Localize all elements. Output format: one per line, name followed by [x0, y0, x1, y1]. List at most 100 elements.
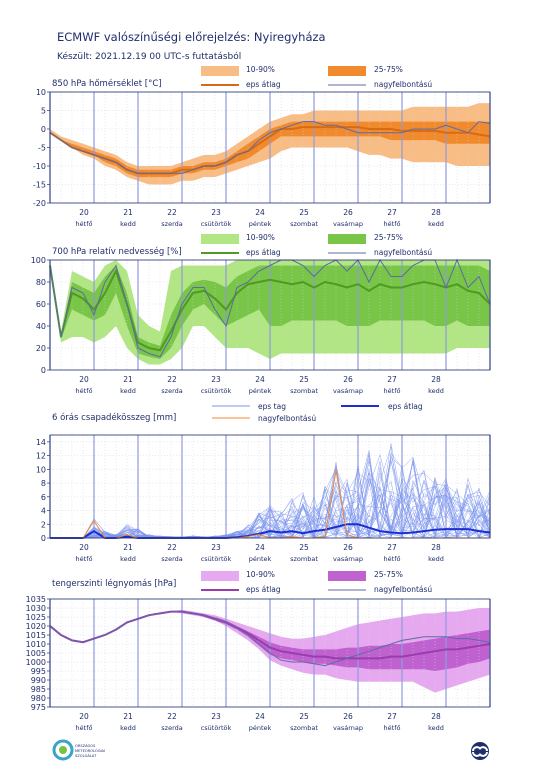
y-tick-label: 990	[31, 676, 46, 685]
y-tick-label: 1010	[26, 640, 46, 649]
y-tick-label: 12	[36, 452, 46, 461]
met-service-logo: ORSZÁGOS METEOROLÓGIAI SZOLGÁLAT	[52, 739, 105, 761]
legend-label-outer: 10-90%	[246, 65, 275, 74]
legend-label-mean: eps átlag	[246, 585, 281, 594]
band-25-75	[50, 121, 490, 178]
day-name-label: csütörtök	[201, 555, 232, 563]
day-number-label: 28	[431, 712, 441, 721]
day-name-label: szombat	[290, 724, 318, 732]
legend-label-members: eps tag	[258, 402, 286, 411]
day-number-label: 28	[431, 208, 441, 217]
day-number-label: 22	[167, 375, 177, 384]
day-number-label: 24	[255, 712, 265, 721]
day-number-label: 26	[343, 543, 353, 552]
day-name-label: kedd	[428, 724, 444, 732]
day-name-label: hétfő	[384, 219, 401, 228]
eps-member-line	[50, 466, 491, 539]
page-subtitle: Készült: 2021.12.19 00 UTC-s futtatásból	[57, 52, 242, 62]
day-number-label: 22	[167, 712, 177, 721]
day-number-label: 23	[211, 712, 221, 721]
y-tick-label: 0	[41, 366, 46, 375]
y-tick-label: 8	[41, 479, 46, 488]
plot-frame	[49, 91, 491, 204]
y-tick-label: 1030	[26, 604, 46, 613]
y-tick-label: -10	[33, 162, 46, 171]
y-tick-label: 1035	[26, 595, 46, 604]
day-name-label: vasárnap	[333, 555, 363, 563]
day-name-label: péntek	[249, 387, 272, 395]
plot-frame	[49, 598, 491, 708]
legend-label-inner: 25-75%	[374, 570, 403, 579]
y-tick-label: 0	[41, 534, 46, 543]
y-tick-label: 20	[36, 344, 46, 353]
day-name-label: kedd	[120, 555, 136, 563]
legend-label-mean: eps átlag	[246, 248, 281, 257]
day-name-label: szerda	[161, 724, 182, 732]
day-name-label: kedd	[428, 555, 444, 563]
y-tick-label: 6	[41, 493, 46, 502]
y-tick-label: -15	[33, 181, 46, 190]
day-name-label: hétfő	[384, 554, 401, 563]
svg-text:SZOLGÁLAT: SZOLGÁLAT	[75, 753, 97, 758]
eps-member-line	[50, 483, 491, 539]
legend-label-outer: 10-90%	[246, 233, 275, 242]
day-number-label: 28	[431, 375, 441, 384]
day-number-label: 27	[387, 543, 397, 552]
day-number-label: 21	[123, 543, 133, 552]
y-tick-label: 0	[41, 125, 46, 134]
day-number-label: 25	[299, 543, 309, 552]
day-number-label: 25	[299, 712, 309, 721]
day-number-label: 28	[431, 543, 441, 552]
day-name-label: hétfő	[76, 554, 93, 563]
page-title: ECMWF valószínűségi előrejelzés: Nyiregy…	[57, 30, 326, 44]
day-number-label: 20	[79, 375, 89, 384]
y-tick-label: 995	[31, 667, 46, 676]
legend-label-outer: 10-90%	[246, 570, 275, 579]
day-number-label: 20	[79, 208, 89, 217]
legend-swatch-outer	[201, 66, 239, 76]
y-tick-label: -20	[33, 199, 46, 208]
day-name-label: szerda	[161, 220, 182, 228]
day-number-label: 21	[123, 375, 133, 384]
y-tick-label: 1000	[26, 658, 46, 667]
day-number-label: 20	[79, 543, 89, 552]
day-number-label: 23	[211, 543, 221, 552]
chart-title: 850 hPa hőmérséklet [°C]	[52, 78, 162, 89]
day-number-label: 20	[79, 712, 89, 721]
chart-title: 6 órás csapadékösszeg [mm]	[52, 412, 176, 423]
legend-label-inner: 25-75%	[374, 65, 403, 74]
eps-member-line	[50, 490, 491, 539]
legend-swatch-outer	[201, 571, 239, 581]
day-name-label: vasárnap	[333, 724, 363, 732]
eps-mean-line	[49, 265, 491, 352]
day-name-label: hétfő	[384, 723, 401, 732]
day-number-label: 27	[387, 375, 397, 384]
day-name-label: hétfő	[384, 386, 401, 395]
day-name-label: vasárnap	[333, 220, 363, 228]
day-number-label: 21	[123, 208, 133, 217]
day-name-label: szombat	[290, 387, 318, 395]
y-tick-label: 975	[31, 703, 46, 712]
legend-label-inner: 25-75%	[374, 233, 403, 242]
day-name-label: szerda	[161, 387, 182, 395]
day-name-label: kedd	[120, 724, 136, 732]
ecmwf-logo	[471, 742, 489, 760]
day-name-label: szombat	[290, 555, 318, 563]
day-name-label: kedd	[120, 387, 136, 395]
legend-label-hires: nagyfelbontású	[374, 80, 432, 89]
day-name-label: kedd	[120, 220, 136, 228]
day-name-label: szombat	[290, 220, 318, 228]
day-name-label: hétfő	[76, 219, 93, 228]
eps-member-line	[50, 459, 491, 539]
day-name-label: kedd	[428, 220, 444, 228]
legend-swatch-outer	[201, 234, 239, 244]
y-tick-label: 4	[41, 507, 46, 516]
day-name-label: vasárnap	[333, 387, 363, 395]
hires-line	[49, 121, 491, 174]
y-tick-label: -5	[38, 144, 46, 153]
plot-frame	[49, 434, 491, 539]
day-number-label: 23	[211, 375, 221, 384]
legend-swatch-inner	[328, 66, 366, 76]
y-tick-label: 100	[31, 256, 46, 265]
day-number-label: 25	[299, 375, 309, 384]
